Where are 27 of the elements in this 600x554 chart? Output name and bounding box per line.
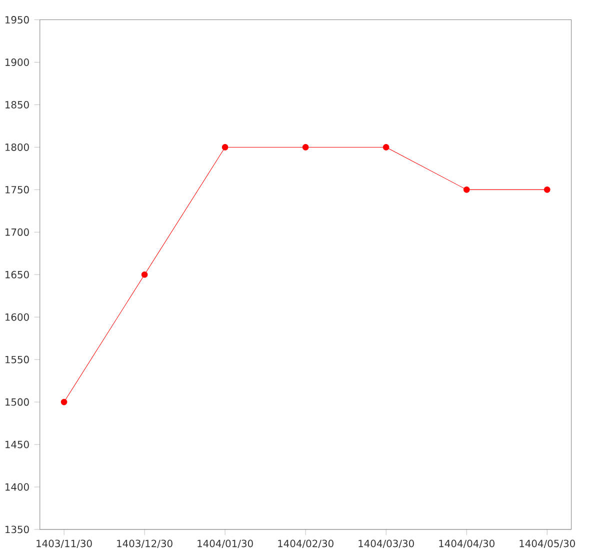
y-tick-label: 1500 xyxy=(6,398,29,406)
x-tick-label: 1404/03/30 xyxy=(358,540,414,548)
point xyxy=(544,186,550,193)
y-tick-label: 1600 xyxy=(6,313,29,321)
x-tick-label: 1403/12/30 xyxy=(117,540,172,548)
y-tick-label: 1550 xyxy=(6,356,29,364)
point xyxy=(222,144,228,150)
x-tick-label: 1404/02/30 xyxy=(278,540,334,548)
x-tick-label: 1404/04/30 xyxy=(439,540,494,548)
y-tick-label: 1950 xyxy=(6,16,29,24)
x-tick-label: 1403/11/30 xyxy=(36,540,92,548)
y-tick-label: 1350 xyxy=(6,526,29,534)
y-tick-label: 1800 xyxy=(6,143,29,151)
y-tick-label: 1400 xyxy=(6,483,29,491)
point xyxy=(463,186,470,193)
point xyxy=(60,398,68,406)
y-tick-label: 1450 xyxy=(6,440,29,448)
x-tick-label: 1404/01/30 xyxy=(198,540,253,548)
y-tick-label: 1900 xyxy=(6,58,29,66)
point xyxy=(141,271,148,278)
y-tick-label: 1650 xyxy=(6,270,29,278)
y-tick-label: 1750 xyxy=(6,186,29,194)
y-tick-label: 1700 xyxy=(6,228,29,236)
point xyxy=(302,144,309,150)
x-tick-label: 1404/05/30 xyxy=(520,540,575,548)
y-tick-label: 1850 xyxy=(6,100,29,108)
point xyxy=(382,144,390,150)
